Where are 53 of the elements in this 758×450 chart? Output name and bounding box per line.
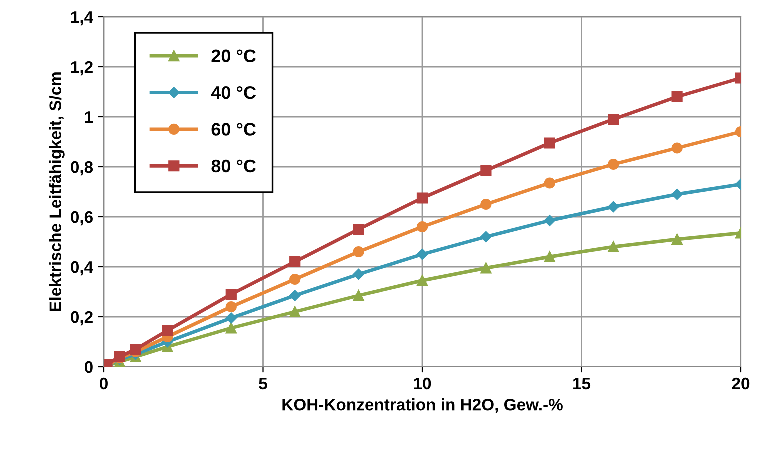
point	[480, 165, 492, 176]
x-tick-label: 0	[100, 378, 108, 390]
point	[162, 325, 174, 336]
point	[480, 198, 492, 210]
point	[130, 344, 142, 356]
point	[544, 178, 556, 189]
point	[289, 290, 301, 302]
y-tick-label: 0,8	[71, 161, 94, 176]
point	[353, 290, 364, 302]
point	[608, 241, 620, 253]
point	[290, 256, 301, 268]
legend-label: 60 °C	[212, 123, 256, 136]
point	[353, 224, 364, 236]
point	[226, 312, 238, 324]
y-tick-label: 1	[85, 112, 94, 124]
x-tick-label: 15	[574, 378, 591, 390]
point	[608, 158, 620, 170]
point	[608, 114, 620, 126]
legend-label: 20 °C	[212, 50, 256, 63]
point	[416, 248, 428, 260]
legend-label: 80 °C	[212, 160, 256, 173]
y-tick-label: 1,4	[71, 12, 94, 26]
y-tick-label: 0	[84, 361, 93, 374]
point	[416, 192, 428, 204]
y-tick-label: 0,4	[71, 261, 94, 276]
point	[226, 322, 237, 334]
point	[672, 188, 683, 200]
point	[544, 251, 556, 263]
point	[544, 215, 556, 226]
x-tick-label: 10	[414, 378, 432, 390]
y-tick-label: 0,6	[71, 211, 93, 226]
point	[416, 275, 428, 286]
point	[226, 288, 237, 300]
point	[416, 221, 428, 233]
x-tick-label: 20	[732, 378, 750, 390]
point	[608, 201, 620, 213]
y-axis-title: Elektrische Leitfähigkeit, S/cm	[49, 72, 65, 312]
point	[480, 262, 492, 274]
y-tick-label: 0,2	[71, 311, 93, 326]
x-tick-label: 5	[259, 378, 268, 390]
point	[544, 138, 556, 149]
y-tick-label: 1,2	[71, 61, 93, 76]
point	[480, 231, 492, 243]
point	[672, 91, 683, 103]
x-axis-title: KOH-Konzentration in H2O, Gew.-%	[282, 398, 563, 414]
point	[353, 246, 364, 258]
point	[290, 274, 301, 286]
point	[672, 234, 683, 246]
point	[672, 142, 683, 154]
point	[290, 306, 301, 318]
point	[353, 268, 364, 280]
legend-label: 40 °C	[211, 86, 256, 100]
point	[226, 301, 237, 313]
